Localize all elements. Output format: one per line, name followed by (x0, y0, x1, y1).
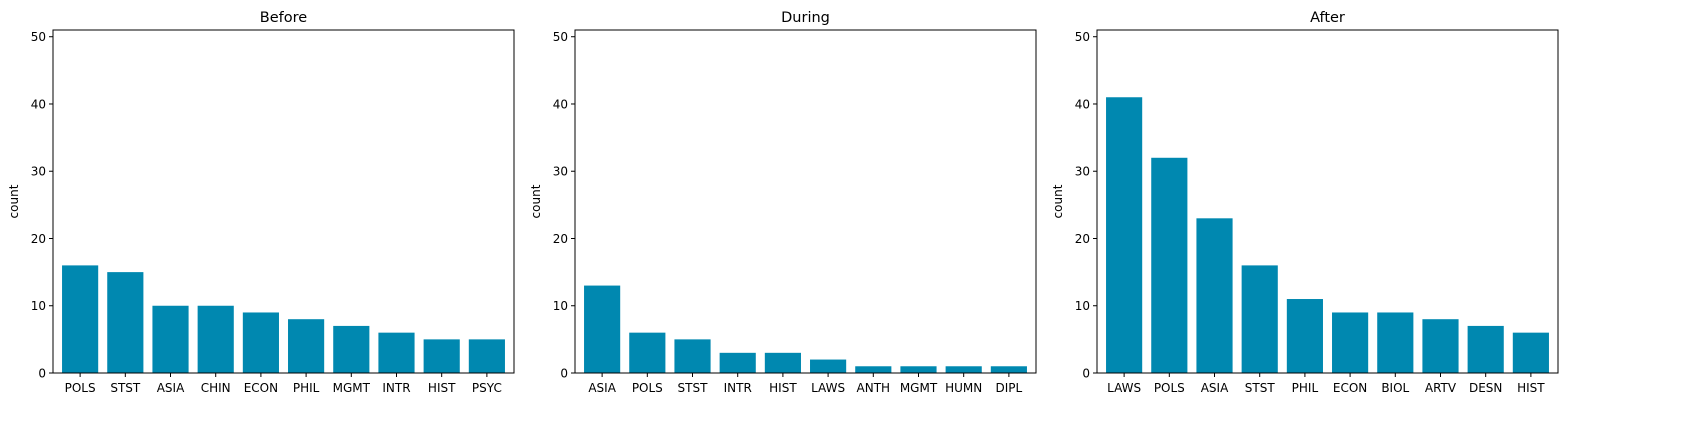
bar-econ (242, 312, 279, 373)
y-axis-title: count (1051, 184, 1065, 218)
bar-stst (1241, 265, 1278, 373)
y-tick-label: 0 (1082, 367, 1090, 381)
y-axis-title: count (7, 184, 21, 218)
y-tick-label: 40 (553, 97, 568, 111)
bar-stst (107, 272, 144, 373)
y-tick-label: 0 (38, 367, 46, 381)
bar-hist (423, 339, 460, 373)
y-tick-label: 20 (553, 232, 568, 246)
y-tick-label: 50 (1075, 30, 1090, 44)
chart-title: After (1310, 10, 1345, 26)
plot-frame (574, 29, 1037, 374)
x-tick-label: INTR (724, 381, 752, 395)
bar-dipl (990, 366, 1027, 373)
x-tick-label: POLS (632, 381, 663, 395)
bar-intr (719, 352, 756, 373)
plot-frame (1096, 29, 1559, 374)
y-tick-label: 10 (553, 299, 568, 313)
x-tick-label: ECON (1333, 381, 1367, 395)
bar-mgmt (900, 366, 937, 373)
bar-mgmt (333, 325, 370, 373)
x-tick-label: ASIA (588, 381, 616, 395)
x-tick-label: POLS (1154, 381, 1185, 395)
x-tick-label: STST (1245, 381, 1276, 395)
bar-laws (810, 359, 847, 373)
x-tick-label: ASIA (1201, 381, 1229, 395)
bar-phil (288, 319, 325, 373)
x-tick-label: STST (110, 381, 141, 395)
x-tick-label: PHIL (293, 381, 320, 395)
x-tick-label: POLS (65, 381, 96, 395)
bar-hist (764, 352, 801, 373)
y-tick-label: 40 (31, 97, 46, 111)
x-tick-label: HUMN (945, 381, 982, 395)
chart-panel-1: ASIA POLS STST INTR HIST LAWS ANTH MGMT HUMN DIPL… (529, 10, 1037, 395)
x-tick-label: CHIN (201, 381, 231, 395)
y-tick-label: 0 (560, 367, 568, 381)
y-tick-label: 20 (31, 232, 46, 246)
y-tick-label: 10 (31, 299, 46, 313)
x-tick-label: LAWS (811, 381, 845, 395)
y-tick-label: 40 (1075, 97, 1090, 111)
y-tick-label: 50 (31, 30, 46, 44)
bar-anth (855, 366, 892, 373)
bar-desn (1467, 325, 1504, 373)
x-tick-label: HIST (769, 381, 797, 395)
bar-psyc (468, 339, 505, 373)
bar-humn (945, 366, 982, 373)
x-tick-label: PSYC (472, 381, 502, 395)
x-tick-label: INTR (382, 381, 410, 395)
y-tick-label: 10 (1075, 299, 1090, 313)
x-tick-label: MGMT (900, 381, 938, 395)
chart-panel-0: POLS STST ASIA CHIN ECON PHIL MGMT INTR HIST PSYC… (7, 10, 515, 395)
x-tick-label: BIOL (1381, 381, 1409, 395)
y-tick-label: 30 (553, 165, 568, 179)
bar-laws (1106, 97, 1143, 373)
bar-biol (1377, 312, 1414, 373)
bar-artv (1422, 319, 1459, 373)
chart-title: Before (260, 10, 307, 26)
x-tick-label: HIST (428, 381, 456, 395)
x-tick-label: PHIL (1292, 381, 1319, 395)
bar-stst (674, 339, 711, 373)
y-tick-label: 20 (1075, 232, 1090, 246)
chart-panel-2: LAWS POLS ASIA STST PHIL ECON BIOL ARTV DESN HIST… (1051, 10, 1559, 395)
y-tick-label: 30 (1075, 165, 1090, 179)
bar-pols (629, 332, 666, 373)
bar-intr (378, 332, 415, 373)
x-tick-label: ASIA (157, 381, 185, 395)
x-tick-label: MGMT (333, 381, 371, 395)
x-tick-label: LAWS (1107, 381, 1141, 395)
x-tick-label: STST (678, 381, 709, 395)
x-tick-label: DESN (1469, 381, 1502, 395)
bar-econ (1332, 312, 1369, 373)
x-tick-label: DIPL (996, 381, 1023, 395)
x-tick-label: HIST (1517, 381, 1545, 395)
bar-hist (1512, 332, 1549, 373)
bar-chin (197, 305, 234, 373)
y-tick-label: 30 (31, 165, 46, 179)
chart-title: During (781, 10, 830, 26)
x-tick-label: ARTV (1425, 381, 1457, 395)
bar-asia (1196, 218, 1233, 373)
bar-asia (584, 285, 621, 373)
bar-pols (1151, 157, 1188, 373)
x-tick-label: ECON (244, 381, 278, 395)
y-tick-label: 50 (553, 30, 568, 44)
plot-frame (52, 29, 515, 374)
bar-phil (1286, 299, 1323, 373)
bar-asia (152, 305, 189, 373)
x-tick-label: ANTH (857, 381, 891, 395)
y-axis-title: count (529, 184, 543, 218)
bar-pols (62, 265, 99, 373)
